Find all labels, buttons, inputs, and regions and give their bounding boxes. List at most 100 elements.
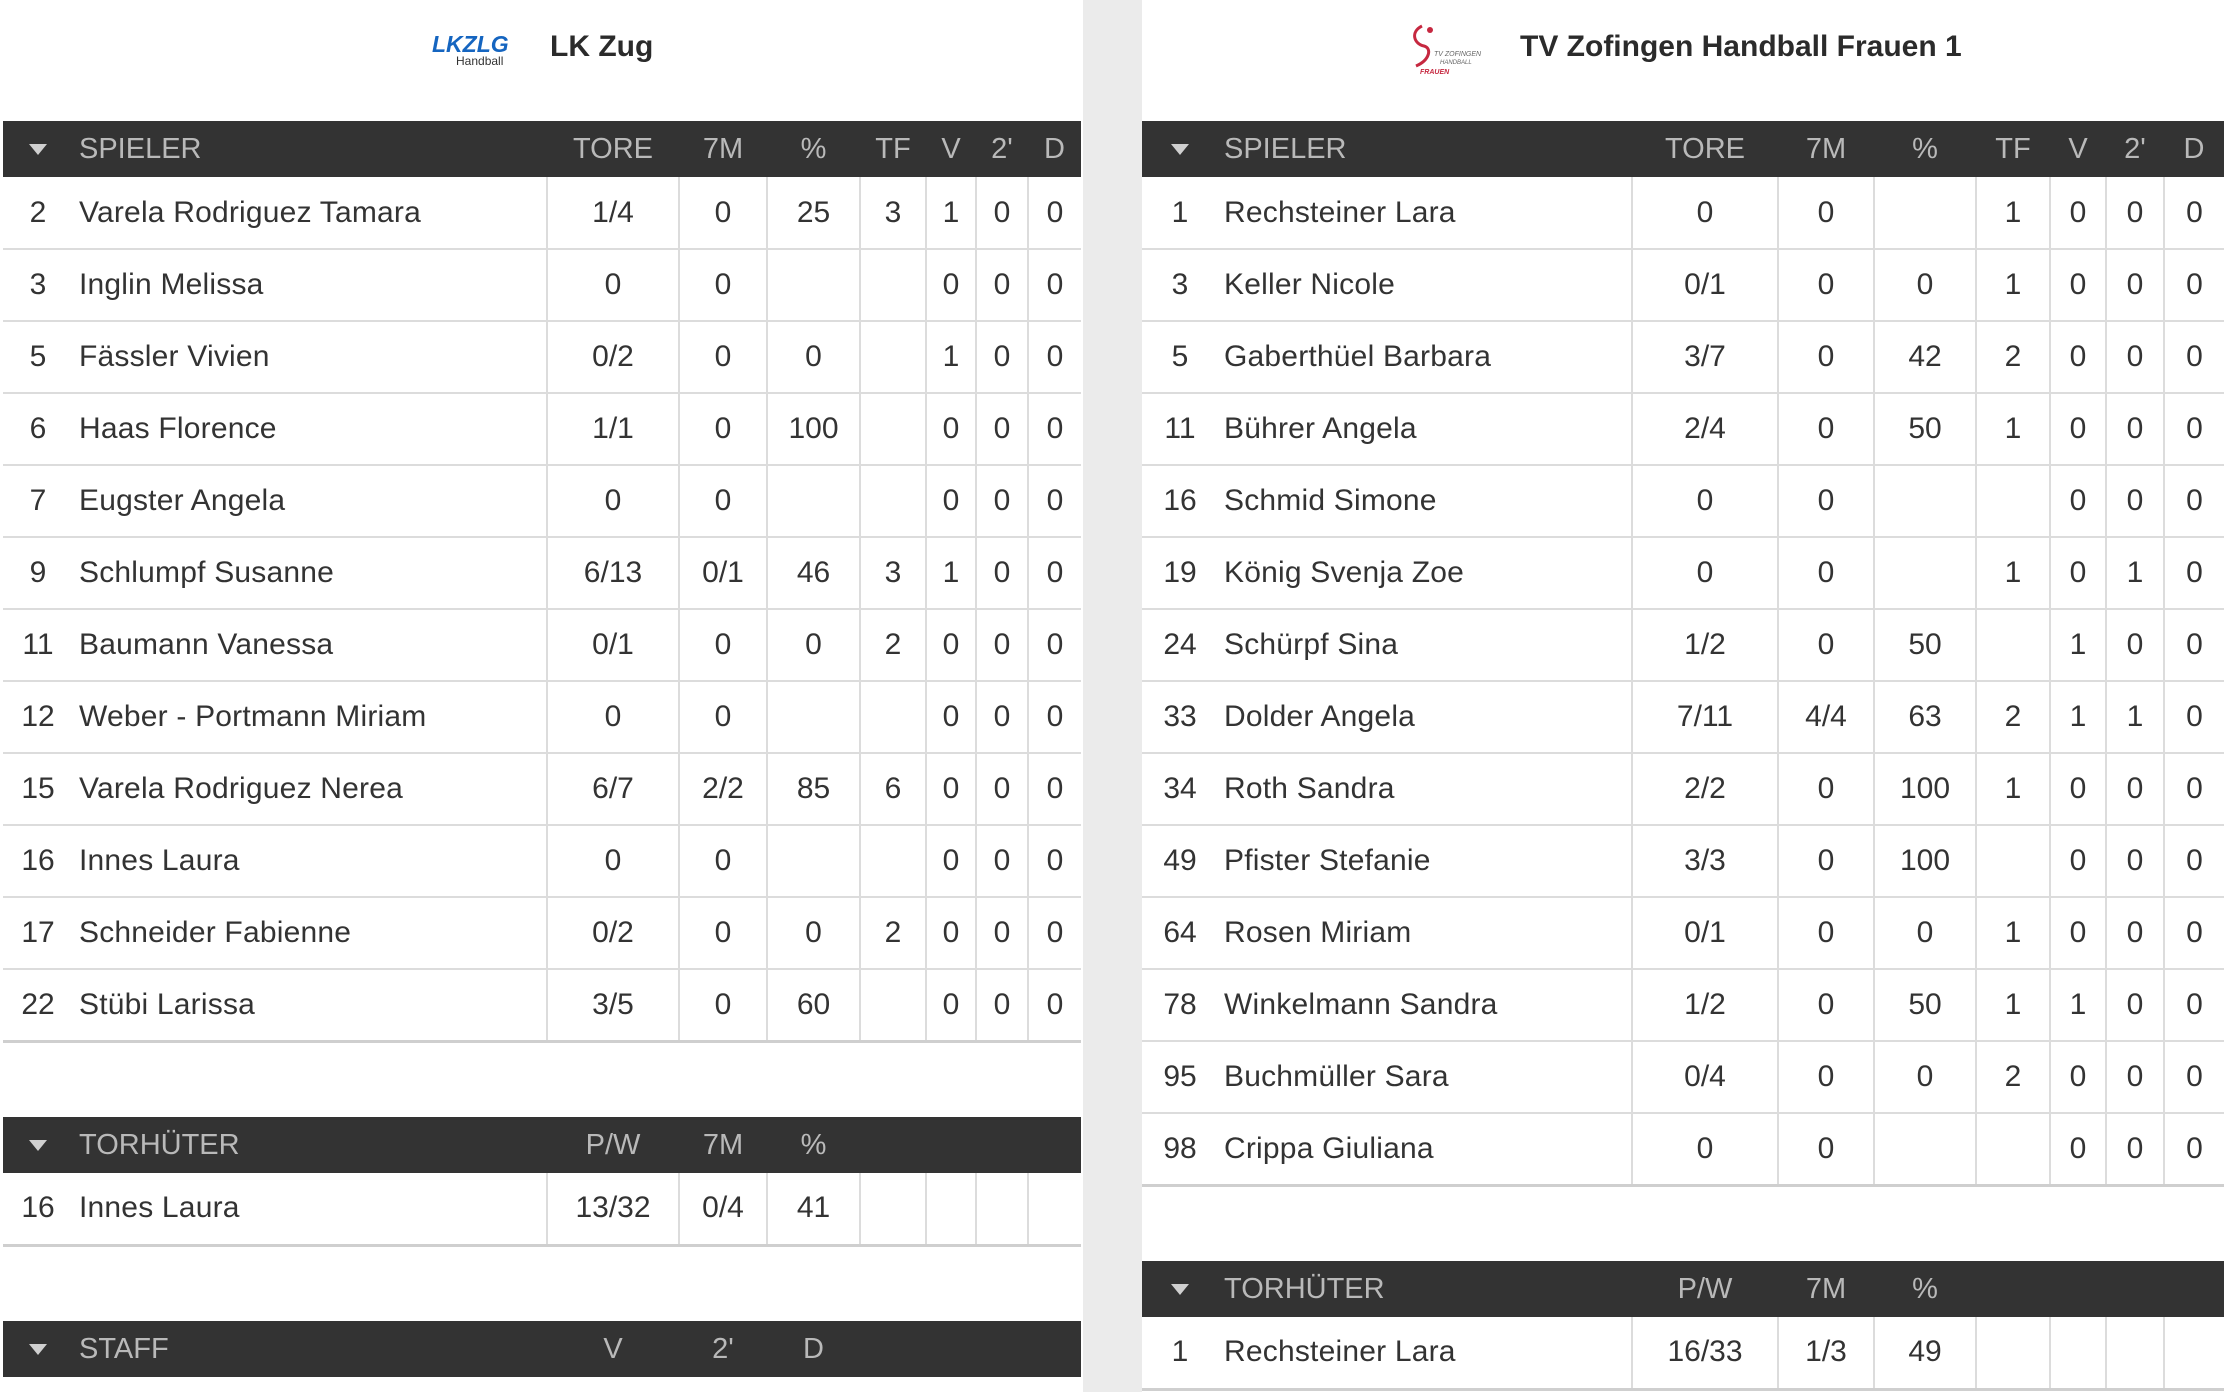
jersey-number: 16 [3,1173,73,1247]
player-row[interactable]: 17 Schneider Fabienne 0/2 0 0 2 0 0 0 [3,897,1081,970]
goals-cell: 1/4 [546,177,679,250]
goals-cell: 0/1 [1631,897,1778,970]
player-row[interactable]: 2 Varela Rodriguez Tamara 1/4 0 25 3 1 0 0 [3,177,1081,250]
empty-cell [975,1173,1028,1247]
warning-cell: 0 [2049,897,2106,970]
percent-cell: 50 [1873,393,1976,466]
collapse-toggle-icon[interactable] [1142,1261,1218,1317]
suspension-cell: 0 [975,825,1028,898]
collapse-toggle-icon[interactable] [3,121,73,177]
player-row[interactable]: 98 Crippa Giuliana 0 0 0 0 0 [1142,1113,2224,1187]
players-header-row[interactable]: SPIELER TORE 7M % TF V 2' D [3,121,1081,177]
player-row[interactable]: 5 Gaberthüel Barbara 3/7 0 42 2 0 0 0 [1142,321,2224,394]
jersey-number: 3 [1142,249,1218,322]
goals-cell: 3/5 [546,969,679,1043]
col-header-empty [1028,1321,1081,1377]
tv-zofingen-logo: TV ZOFINGEN HANDBALL FRAUEN [1413,24,1482,76]
player-row[interactable]: 11 Bührer Angela 2/4 0 50 1 0 0 0 [1142,393,2224,466]
player-name: Schürpf Sina [1218,609,1632,682]
player-row[interactable]: 15 Varela Rodriguez Nerea 6/7 2/2 85 6 0 0 0 [3,753,1081,826]
goals-cell: 2/4 [1631,393,1778,466]
player-row[interactable]: 11 Baumann Vanessa 0/1 0 0 2 0 0 0 [3,609,1081,682]
goalie-name: Rechsteiner Lara [1218,1317,1632,1391]
player-row[interactable]: 3 Keller Nicole 0/1 0 0 1 0 0 0 [1142,249,2224,322]
jersey-number: 11 [3,609,73,682]
warning-cell: 1 [2049,969,2106,1042]
player-row[interactable]: 49 Pfister Stefanie 3/3 0 100 0 0 0 [1142,825,2224,898]
staff-header-row[interactable]: STAFF V 2' D [3,1321,1081,1377]
goalie-row[interactable]: 1 Rechsteiner Lara 16/33 1/3 49 [1142,1317,2224,1391]
staff-table: STAFF V 2' D [3,1321,1081,1377]
seven-m-cell: 0 [1777,177,1874,250]
saves-cell: 16/33 [1631,1317,1778,1391]
col-header: 7M [1778,1261,1874,1317]
player-row[interactable]: 12 Weber - Portmann Miriam 0 0 0 0 0 [3,681,1081,754]
suspension-cell: 0 [975,537,1028,610]
percent-cell: 50 [1873,969,1976,1042]
player-row[interactable]: 24 Schürpf Sina 1/2 0 50 1 0 0 [1142,609,2224,682]
disqualification-cell: 0 [1027,393,1081,466]
col-header: TORE [547,121,679,177]
seven-m-cell: 0 [678,321,767,394]
seven-m-cell: 0 [678,177,767,250]
suspension-cell: 0 [2105,969,2164,1042]
goals-cell: 0 [546,825,679,898]
warning-cell: 1 [925,321,976,394]
goalie-row[interactable]: 16 Innes Laura 13/32 0/4 41 [3,1173,1081,1247]
jersey-number: 12 [3,681,73,754]
tf-cell: 2 [859,897,926,970]
suspension-cell: 0 [975,753,1028,826]
collapse-toggle-icon[interactable] [1142,121,1218,177]
suspension-cell: 0 [2105,609,2164,682]
player-row[interactable]: 95 Buchmüller Sara 0/4 0 0 2 0 0 0 [1142,1041,2224,1114]
players-header-row[interactable]: SPIELER TORE 7M % TF V 2' D [1142,121,2224,177]
player-row[interactable]: 9 Schlumpf Susanne 6/13 0/1 46 3 1 0 0 [3,537,1081,610]
empty-cell [1027,1173,1081,1247]
player-row[interactable]: 19 König Svenja Zoe 0 0 1 0 1 0 [1142,537,2224,610]
seven-m-cell: 0 [678,681,767,754]
player-row[interactable]: 3 Inglin Melissa 0 0 0 0 0 [3,249,1081,322]
tf-cell [859,393,926,466]
col-header-empty [2164,1261,2224,1317]
collapse-toggle-icon[interactable] [3,1117,73,1173]
saves-cell: 13/32 [546,1173,679,1247]
section-title: STAFF [73,1321,547,1377]
player-row[interactable]: 34 Roth Sandra 2/2 0 100 1 0 0 0 [1142,753,2224,826]
goalies-header-row[interactable]: TORHÜTER P/W 7M % [3,1117,1081,1173]
player-row[interactable]: 7 Eugster Angela 0 0 0 0 0 [3,465,1081,538]
player-row[interactable]: 16 Schmid Simone 0 0 0 0 0 [1142,465,2224,538]
goals-cell: 0 [1631,1113,1778,1187]
player-row[interactable]: 64 Rosen Miriam 0/1 0 0 1 0 0 0 [1142,897,2224,970]
player-row[interactable]: 78 Winkelmann Sandra 1/2 0 50 1 1 0 0 [1142,969,2224,1042]
tf-cell: 1 [1975,753,2050,826]
player-row[interactable]: 33 Dolder Angela 7/11 4/4 63 2 1 1 0 [1142,681,2224,754]
seven-m-cell: 0 [678,249,767,322]
player-row[interactable]: 22 Stübi Larissa 3/5 0 60 0 0 0 [3,969,1081,1043]
empty-cell [2163,1317,2224,1391]
col-header-empty [860,1321,926,1377]
player-name: Fässler Vivien [73,321,547,394]
jersey-number: 3 [3,249,73,322]
suspension-cell: 0 [2105,753,2164,826]
goals-cell: 1/2 [1631,969,1778,1042]
player-row[interactable]: 1 Rechsteiner Lara 0 0 1 0 0 0 [1142,177,2224,250]
player-row[interactable]: 16 Innes Laura 0 0 0 0 0 [3,825,1081,898]
tf-cell: 3 [859,537,926,610]
collapse-toggle-icon[interactable] [3,1321,73,1377]
col-header-empty [1028,1117,1081,1173]
player-name: Baumann Vanessa [73,609,547,682]
goalies-header-row[interactable]: TORHÜTER P/W 7M % [1142,1261,2224,1317]
seven-m-cell: 0 [1777,825,1874,898]
jersey-number: 22 [3,969,73,1043]
empty-cell [2049,1317,2106,1391]
jersey-number: 5 [1142,321,1218,394]
player-row[interactable]: 5 Fässler Vivien 0/2 0 0 1 0 0 [3,321,1081,394]
player-row[interactable]: 6 Haas Florence 1/1 0 100 0 0 0 [3,393,1081,466]
warning-cell: 1 [925,537,976,610]
player-name: Eugster Angela [73,465,547,538]
warning-cell: 0 [925,681,976,754]
tf-cell [1975,465,2050,538]
goalies-table: TORHÜTER P/W 7M % 16 Innes Laura 13/32 0/4 4… [3,1117,1081,1247]
goals-cell: 3/7 [1631,321,1778,394]
percent-cell [1873,177,1976,250]
